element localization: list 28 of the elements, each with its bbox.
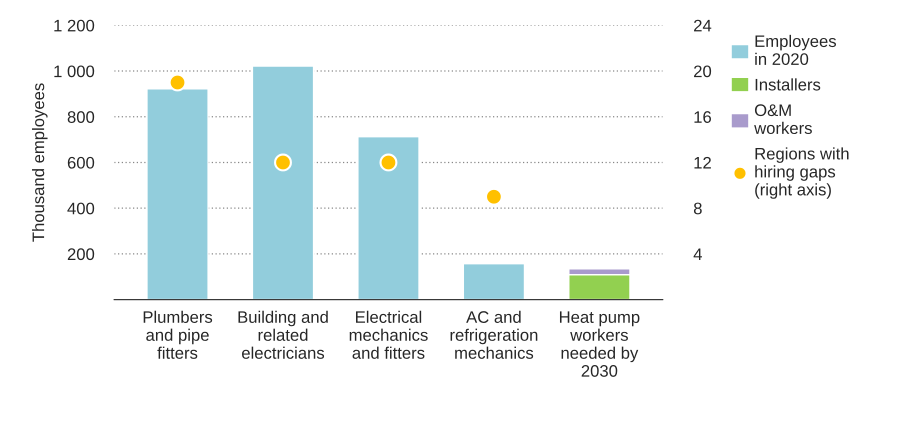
point <box>168 74 186 92</box>
y-tick-label: 1 200 <box>54 20 94 32</box>
y2-tick-label: 4 <box>694 248 702 260</box>
y-tick-label: 200 <box>68 248 94 260</box>
point <box>274 154 292 172</box>
bar <box>462 263 526 300</box>
x-tick-label: Heat pump workers needed by 2030 <box>560 311 640 377</box>
x-tick-label: Plumbers and pipe fitters <box>144 310 212 359</box>
bar <box>252 65 314 300</box>
y2-tick-label: 16 <box>694 111 712 123</box>
legend-label: O&M workers <box>754 104 812 134</box>
y2-tick-label: 12 <box>694 156 711 169</box>
y2-tick-label: 8 <box>694 202 702 214</box>
y-tick-label: 800 <box>68 111 94 123</box>
x-tick-label: Electrical mechanics and fitters <box>350 310 428 359</box>
legend-label: Installers <box>756 78 820 91</box>
legend-label: Employees in 2020 <box>755 34 836 66</box>
bar <box>357 136 420 300</box>
point <box>379 154 398 172</box>
y2-tick-label: 24 <box>694 20 712 32</box>
y-tick-label: 400 <box>67 202 94 214</box>
x-tick-label: AC and refrigeration mechanics <box>450 310 538 359</box>
y-tick-label: 600 <box>68 156 94 169</box>
y2-tick-label: 20 <box>694 65 712 78</box>
y-axis-title: Thousand employees <box>32 83 48 242</box>
y-tick-label: 1 000 <box>54 65 94 78</box>
x-tick-label: Building and related electricians <box>238 310 328 359</box>
legend-label: Regions with hiring gaps (right axis) <box>755 147 848 199</box>
